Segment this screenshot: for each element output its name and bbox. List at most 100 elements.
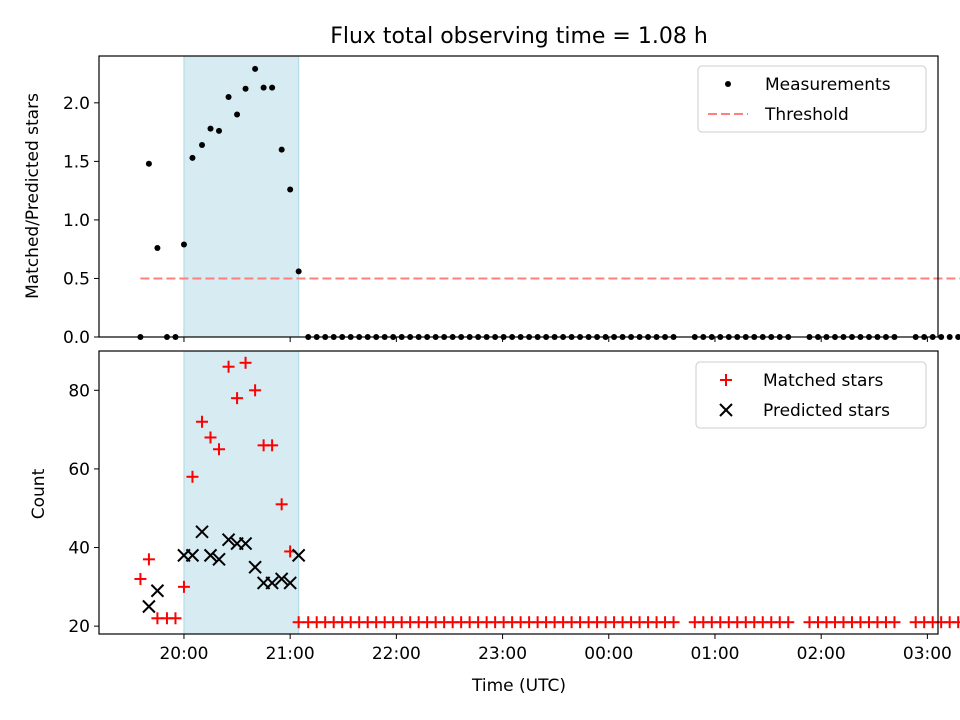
predicted-star-point [150,584,165,598]
matched-star-point [952,616,960,629]
measurement-point [199,141,206,148]
top-axes-frame [98,55,939,338]
bottom-xtick-label: 21:00 [266,644,315,664]
predicted-star-stroke-b [274,572,289,586]
predicted-star-stroke-b [221,532,236,547]
measurement-point [216,127,223,134]
chart-title: Flux total observing time = 1.08 h [330,24,708,49]
predicted-star-point [203,548,218,563]
bottom-axes-frame [98,350,939,635]
predicted-star-point [265,576,279,590]
bottom-legend-box [695,361,927,429]
predicted-star-point [221,532,236,547]
predicted-star-point [142,599,156,614]
matched-star-point [134,572,147,585]
measurement-point [287,186,294,193]
matched-star-point [142,553,155,566]
predicted-star-stroke-b [291,548,306,563]
measurement-point [189,154,196,161]
predicted-star-stroke-b [150,584,165,598]
top-ytick-label: 2.0 [63,94,90,114]
matched-star-point [213,443,226,456]
predicted-star-stroke-b [283,576,297,590]
top-highlight-span [183,55,300,338]
predicted-star-point [274,572,289,586]
predicted-star-stroke-b [265,576,279,590]
predicted-star-point [291,548,306,563]
bottom-ytick-label: 60 [68,460,90,480]
predicted-star-point [238,536,253,551]
predicted-star-stroke-b [142,599,156,614]
bottom-ytick-label: 20 [68,617,90,637]
matched-star-point [222,360,235,373]
measurement-point [207,125,214,132]
bottom-ytick-label: 40 [68,539,90,559]
measurement-point [269,84,276,91]
predicted-star-point [185,548,200,563]
measurement-point [145,160,152,167]
predicted-star-point [283,576,297,590]
predicted-star-stroke-b [203,548,218,563]
measurement-point [154,245,161,252]
matched-star-point [177,580,190,593]
measurement-point [180,241,187,248]
top-legend: Measurements Threshold [697,65,927,133]
measurement-point [252,65,259,72]
bottom-ytick-label: 80 [68,381,90,401]
bottom-xtick-label: 00:00 [584,644,633,664]
top-legend-box [697,65,927,133]
predicted-star-point [212,552,226,567]
matched-star-point [249,384,262,397]
legend-measurements-label: Measurements [765,75,891,95]
bottom-xtick-label: 02:00 [797,644,846,664]
measurement-point [278,146,285,153]
bottom-xtick-label: 03:00 [903,644,952,664]
matched-star-point [266,439,279,452]
legend-matched-label: Matched stars [763,371,883,391]
top-ytick-label: 1.0 [63,211,90,231]
bottom-highlight-span [183,350,300,635]
predicted-star-stroke-b [248,560,262,574]
measurement-point [242,85,249,92]
predicted-star-stroke-b [212,552,226,567]
top-ylabel: Matched/Predicted stars [23,93,43,299]
bottom-xtick-label: 01:00 [690,644,739,664]
matched-star-point [888,616,901,629]
measurement-point [295,268,302,275]
bottom-xtick-label: 20:00 [159,644,208,664]
bottom-axes: 20:00 21:00 22:00 23:00 00:00 01:00 02:00 03:00… [68,350,960,664]
predicted-star-point [248,560,262,574]
bottom-legend: Matched stars Predicted stars [695,361,927,429]
predicted-star-stroke-b [238,536,253,551]
measurement-point [225,93,232,100]
measurement-point [234,111,241,118]
legend-threshold-label: Threshold [764,105,849,125]
top-ytick-label: 1.5 [63,152,90,172]
bottom-xtick-label: 22:00 [372,644,421,664]
matched-star-point [231,392,244,405]
predicted-star-point [195,525,209,539]
predicted-star-stroke-b [195,525,209,539]
matched-star-point [782,616,795,629]
legend-predicted-marker [719,403,733,417]
matched-star-point [204,431,217,444]
legend-predicted-label: Predicted stars [763,401,890,421]
measurement-point [946,334,953,340]
measurement-point [260,84,267,91]
predicted-star-stroke-b [185,548,200,563]
matched-star-point [667,616,680,629]
bottom-ylabel: Count [29,468,49,519]
top-axes: 0.0 0.5 1.0 1.5 2.0 [63,55,960,348]
top-ytick-label: 0.0 [63,328,90,348]
top-ytick-label: 0.5 [63,269,90,289]
matched-star-point [196,415,209,428]
legend-measurements-marker [725,81,731,87]
matched-star-point [169,612,182,625]
bottom-xtick-label: 23:00 [478,644,527,664]
legend-matched-marker [720,374,732,386]
matched-star-point [275,498,288,511]
measurement-point [955,334,960,340]
bottom-xlabel: Time (UTC) [471,676,566,696]
matched-star-point [186,470,199,483]
